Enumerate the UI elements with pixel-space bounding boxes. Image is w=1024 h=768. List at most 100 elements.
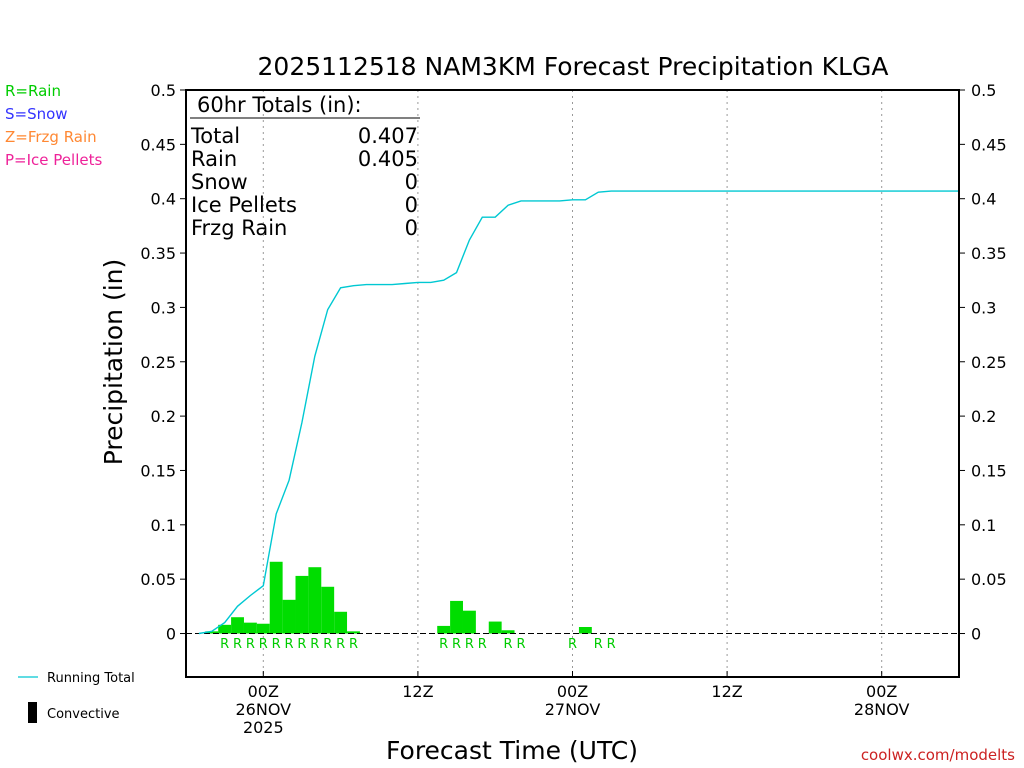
precip-type-marker: R [452, 637, 461, 652]
running-total-line [198, 190, 959, 635]
y-tick-label-left: 0.1 [151, 516, 176, 535]
x-axis-label: Forecast Time (UTC) [386, 736, 638, 765]
totals-rows: Total 0.407 Rain 0.405 Snow 0 Ice Pellets 0 Frzg… [190, 124, 418, 240]
y-tick-label-left: 0 [166, 625, 176, 644]
y-tick-label-right: 0.45 [971, 135, 1007, 154]
totals-row-value: 0 [405, 170, 418, 194]
y-tick-label-right: 0.3 [971, 298, 996, 317]
totals-row-label: Snow [191, 170, 248, 194]
precip-bar [218, 624, 232, 634]
precip-type-marker: R [568, 637, 577, 652]
precip-type-marker: R [465, 637, 474, 652]
hourly-bars [205, 561, 592, 634]
credit-link: coolwx.com/modelts [861, 746, 1015, 764]
precip-type-marker: R [607, 637, 616, 652]
y-tick-label-left: 0.2 [151, 407, 176, 426]
precip-bar [437, 625, 451, 634]
precip-bar [450, 600, 463, 634]
y-tick-label-left: 0.15 [140, 461, 176, 480]
precip-bar [231, 617, 244, 634]
precip-bar [321, 586, 335, 634]
totals-row-value: 0.405 [358, 147, 418, 171]
y-tick-label-left: 0.45 [140, 135, 176, 154]
precip-bar [488, 621, 502, 634]
totals-box: 60hr Totals (in): Total 0.407 Rain 0.405 Sno… [190, 93, 420, 240]
x-tick-label: 26NOV [236, 700, 292, 719]
y-tick-label-right: 0.35 [971, 244, 1007, 263]
convective-legend-swatch [28, 702, 37, 723]
precip-bar [269, 561, 283, 634]
precip-bar [295, 575, 309, 634]
y-tick-label-right: 0.4 [971, 190, 996, 209]
x-tick-label: 00Z [866, 682, 897, 701]
running-total-series [198, 190, 959, 635]
precip-bar [578, 626, 592, 634]
y-tick-label-right: 0 [971, 625, 981, 644]
precip-bar [205, 631, 219, 634]
precip-type-marker: R [439, 637, 448, 652]
precip-bar [243, 622, 257, 634]
type-legend-entry: S=Snow [5, 105, 68, 123]
totals-row-label: Rain [191, 147, 237, 171]
precip-type-marker: R [336, 637, 345, 652]
y-tick-label-left: 0.3 [151, 298, 176, 317]
y-axis-label: Precipitation (in) [99, 259, 128, 466]
precip-type-marker: R [272, 637, 281, 652]
y-tick-label-left: 0.35 [140, 244, 176, 263]
precip-type-marker: R [504, 637, 513, 652]
precip-type-marker: R [259, 637, 268, 652]
convective-legend-label: Convective [47, 707, 120, 722]
totals-row-value: 0 [405, 193, 418, 217]
y-tick-label-left: 0.5 [151, 81, 176, 100]
totals-row-label: Total [190, 124, 240, 148]
running-total-legend-label: Running Total [47, 671, 135, 686]
x-tick-label: 00Z [557, 682, 588, 701]
precip-type-marker: R [297, 637, 306, 652]
y-tick-label-right: 0.5 [971, 81, 996, 100]
x-tick-label: 2025 [243, 718, 284, 737]
x-tick-label: 28NOV [854, 700, 910, 719]
y-tick-label-right: 0.15 [971, 461, 1007, 480]
precip-bar [462, 610, 476, 634]
precip-type-marker: R [323, 637, 332, 652]
precip-bar [501, 630, 515, 634]
precip-type-marker: R [478, 637, 487, 652]
x-tick-label: 12Z [402, 682, 433, 701]
gridlines [262, 90, 883, 677]
y-tick-label-left: 0.4 [151, 190, 176, 209]
totals-row-label: Ice Pellets [191, 193, 297, 217]
y-tick-label-right: 0.2 [971, 407, 996, 426]
x-tick-label: 00Z [248, 682, 279, 701]
precip-bar [334, 611, 348, 634]
precip-bar [347, 631, 360, 634]
totals-row-label: Frzg Rain [191, 216, 287, 240]
precip-bar [282, 599, 296, 634]
x-tick-label: 27NOV [545, 700, 601, 719]
bottom-legend: Running Total Convective [18, 671, 135, 723]
precip-type-marker: R [220, 637, 229, 652]
y-axis-ticks: 0 00.05 0.050.1 0.10.15 0.150.2 0.20.25 0.250.… [140, 81, 1006, 644]
totals-heading: 60hr Totals (in): [197, 93, 362, 117]
chart-title: 2025112518 NAM3KM Forecast Precipitation… [258, 52, 889, 81]
precip-type-marker: R [516, 637, 525, 652]
type-legend-entry: Z=Frzg Rain [5, 128, 97, 146]
type-legend-entry: R=Rain [5, 82, 61, 100]
precip-type-legend: R=Rain S=Snow Z=Frzg Rain P=Ice Pellets [5, 82, 102, 169]
y-tick-label-right: 0.05 [971, 570, 1007, 589]
totals-row-value: 0 [405, 216, 418, 240]
y-tick-label-left: 0.25 [140, 353, 176, 372]
type-legend-entry: P=Ice Pellets [5, 151, 102, 169]
precip-bar [308, 567, 322, 634]
precip-type-marker: R [594, 637, 603, 652]
precip-type-marker: R [246, 637, 255, 652]
precip-bar [256, 623, 270, 634]
x-tick-label: 12Z [711, 682, 742, 701]
precip-type-marker: R [233, 637, 242, 652]
precip-type-marker: R [310, 637, 319, 652]
y-tick-label-right: 0.1 [971, 516, 996, 535]
y-tick-label-left: 0.05 [140, 570, 176, 589]
y-tick-label-right: 0.25 [971, 353, 1007, 372]
